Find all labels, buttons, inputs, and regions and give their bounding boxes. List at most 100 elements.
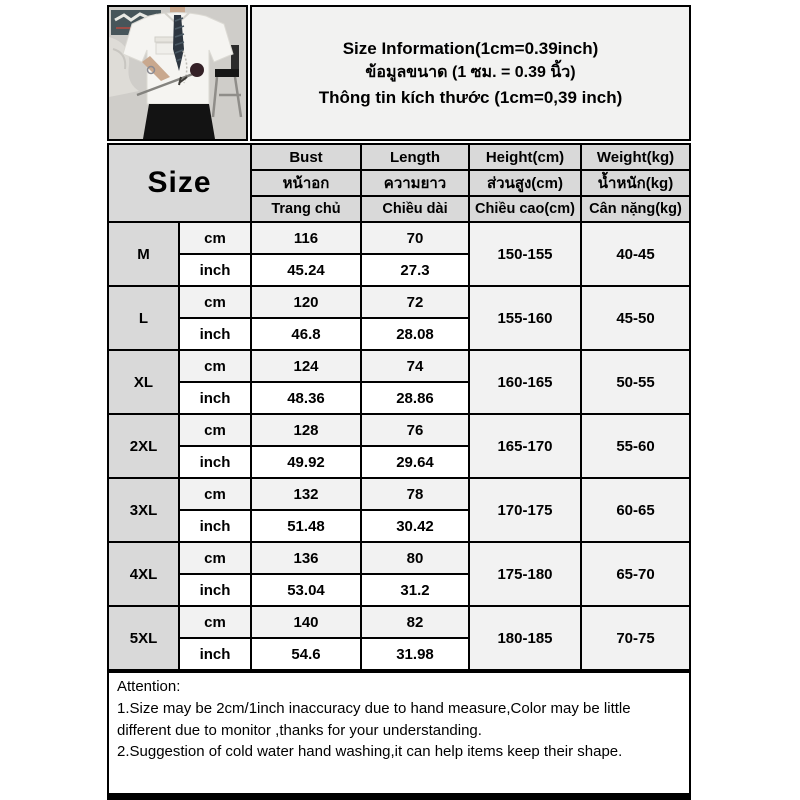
wall-artwork <box>109 37 139 97</box>
bust-inch-value: 53.04 <box>252 575 360 605</box>
bust-cm-value: 140 <box>252 607 360 637</box>
unit-cm-label: cm <box>180 351 250 381</box>
attention-note-1: 1.Size may be 2cm/1inch inaccuracy due t… <box>117 699 631 739</box>
pants <box>143 104 215 139</box>
weight-range-value: 60-65 <box>582 479 689 541</box>
col-header-weight-th: น้ำหนัก(kg) <box>582 171 689 195</box>
size-column-title: Size <box>109 145 250 221</box>
bust-cm-value: 128 <box>252 415 360 445</box>
bust-inch-value: 48.36 <box>252 383 360 413</box>
size-information-header: Size Information(1cm=0.39inch) ข้อมูลขนา… <box>250 5 691 141</box>
unit-inch-label: inch <box>180 575 250 605</box>
col-header-bust-th: หน้าอก <box>252 171 360 195</box>
attention-title: Attention: <box>117 678 181 695</box>
length-inch-value: 28.08 <box>362 319 468 349</box>
size-label: L <box>109 287 178 349</box>
col-header-weight-en: Weight(kg) <box>582 145 689 169</box>
length-cm-value: 72 <box>362 287 468 317</box>
weight-range-value: 40-45 <box>582 223 689 285</box>
size-label: XL <box>109 351 178 413</box>
unit-cm-label: cm <box>180 607 250 637</box>
height-range-value: 165-170 <box>470 415 580 477</box>
height-range-value: 170-175 <box>470 479 580 541</box>
attention-notes: Attention: 1.Size may be 2cm/1inch inacc… <box>107 671 691 800</box>
height-range-value: 160-165 <box>470 351 580 413</box>
bust-inch-value: 46.8 <box>252 319 360 349</box>
weight-range-value: 65-70 <box>582 543 689 605</box>
tie-stripes <box>174 17 185 62</box>
top-row: Size Information(1cm=0.39inch) ข้อมูลขนา… <box>107 5 691 141</box>
size-info-title-vi: Thông tin kích thước (1cm=0,39 inch) <box>318 88 623 107</box>
length-inch-value: 29.64 <box>362 447 468 477</box>
bust-inch-value: 51.48 <box>252 511 360 541</box>
col-header-length-th: ความยาว <box>362 171 468 195</box>
size-table: Size Bust Length Height(cm) Weight(kg) ห… <box>107 143 691 671</box>
col-header-length-en: Length <box>362 145 468 169</box>
bust-cm-value: 120 <box>252 287 360 317</box>
wall-artwork-fold <box>112 48 127 70</box>
bust-cm-value: 136 <box>252 543 360 573</box>
weight-range-value: 45-50 <box>582 287 689 349</box>
size-chart-sheet: Size Information(1cm=0.39inch) ข้อมูลขนา… <box>107 5 691 800</box>
col-header-height-th: ส่วนสูง(cm) <box>470 171 580 195</box>
length-cm-value: 70 <box>362 223 468 253</box>
unit-cm-label: cm <box>180 223 250 253</box>
bust-cm-value: 124 <box>252 351 360 381</box>
chair-back <box>231 45 239 71</box>
size-label: 5XL <box>109 607 178 669</box>
unit-inch-label: inch <box>180 255 250 285</box>
chair-legs <box>211 76 243 118</box>
length-inch-value: 31.98 <box>362 639 468 669</box>
unit-inch-label: inch <box>180 639 250 669</box>
unit-inch-label: inch <box>180 511 250 541</box>
col-header-bust-en: Bust <box>252 145 360 169</box>
length-cm-value: 74 <box>362 351 468 381</box>
weight-range-value: 70-75 <box>582 607 689 669</box>
unit-inch-label: inch <box>180 447 250 477</box>
hanging-chain <box>182 50 188 84</box>
weight-range-value: 50-55 <box>582 351 689 413</box>
unit-cm-label: cm <box>180 543 250 573</box>
bust-inch-value: 54.6 <box>252 639 360 669</box>
col-header-weight-vi: Cân nặng(kg) <box>582 197 689 221</box>
weight-range-value: 55-60 <box>582 415 689 477</box>
model-photo-illustration <box>109 7 246 139</box>
length-inch-value: 27.3 <box>362 255 468 285</box>
col-header-length-vi: Chiều dài <box>362 197 468 221</box>
size-label: 3XL <box>109 479 178 541</box>
length-inch-value: 28.86 <box>362 383 468 413</box>
bust-inch-value: 45.24 <box>252 255 360 285</box>
bust-cm-value: 132 <box>252 479 360 509</box>
chest-pocket <box>155 42 175 55</box>
bust-inch-value: 49.92 <box>252 447 360 477</box>
size-info-title-th: ข้อมูลขนาด (1 ซม. = 0.39 นิ้ว) <box>365 64 576 81</box>
length-cm-value: 78 <box>362 479 468 509</box>
length-inch-value: 31.2 <box>362 575 468 605</box>
height-range-value: 180-185 <box>470 607 580 669</box>
size-label: 4XL <box>109 543 178 605</box>
unit-cm-label: cm <box>180 415 250 445</box>
bracelet <box>146 65 156 75</box>
unit-cm-label: cm <box>180 287 250 317</box>
product-photo <box>107 5 248 141</box>
length-inch-value: 30.42 <box>362 511 468 541</box>
attention-note-2: 2.Suggestion of cold water hand washing,… <box>117 743 623 761</box>
rose-leaves <box>178 76 188 86</box>
col-header-height-vi: Chiều cao(cm) <box>470 197 580 221</box>
col-header-bust-vi: Trang chủ <box>252 197 360 221</box>
col-header-height-en: Height(cm) <box>470 145 580 169</box>
length-cm-value: 80 <box>362 543 468 573</box>
length-cm-value: 76 <box>362 415 468 445</box>
bust-cm-value: 116 <box>252 223 360 253</box>
rose-stem <box>136 69 202 97</box>
length-cm-value: 82 <box>362 607 468 637</box>
size-label: M <box>109 223 178 285</box>
size-info-title-en: Size Information(1cm=0.39inch) <box>342 38 599 58</box>
size-label: 2XL <box>109 415 178 477</box>
model-arm <box>142 56 170 81</box>
chest-pocket-flap <box>154 36 176 43</box>
unit-inch-label: inch <box>180 319 250 349</box>
rose-bloom <box>190 63 204 77</box>
chair-seat <box>215 69 239 77</box>
